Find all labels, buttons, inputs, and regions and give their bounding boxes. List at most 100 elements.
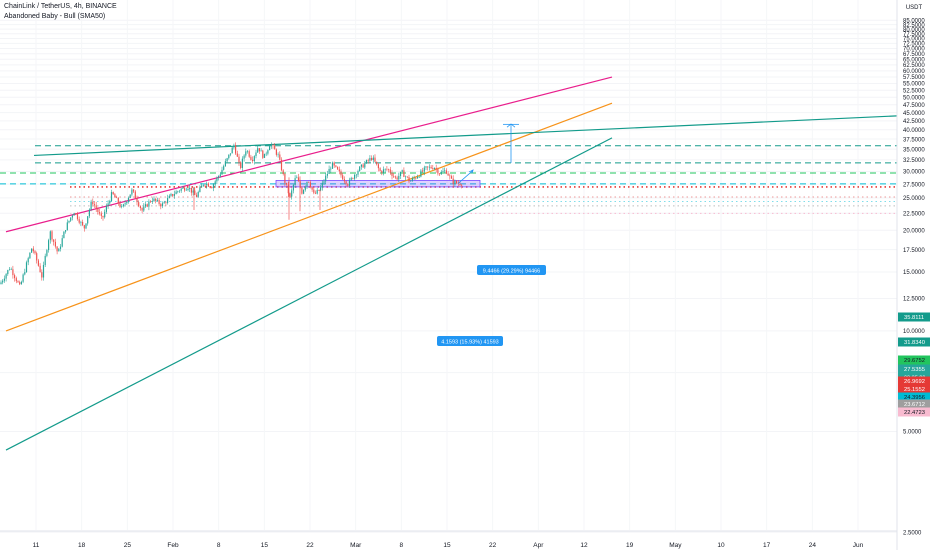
candle xyxy=(309,180,311,189)
candle xyxy=(371,155,373,161)
candle xyxy=(280,157,283,172)
candle xyxy=(221,166,223,175)
price-badge-label: 26.9692 xyxy=(904,379,925,385)
candle-body xyxy=(314,192,317,194)
candle xyxy=(262,149,264,159)
candle xyxy=(65,230,67,234)
candle xyxy=(241,156,243,172)
candle-body xyxy=(241,158,243,168)
price-badge[interactable]: 26.9692 xyxy=(898,376,930,386)
candle xyxy=(48,238,50,253)
candle-body xyxy=(246,151,249,152)
candle-body xyxy=(165,202,167,203)
time-axis[interactable]: 11 18 25 Feb 8 15 22 Mar 8 15 22 Apr 12 19 May 10 17 24 Ju… xyxy=(0,530,897,549)
candle xyxy=(202,184,204,187)
candle-body xyxy=(139,206,141,209)
candle xyxy=(175,189,177,195)
candle-body xyxy=(289,193,291,197)
candle-body xyxy=(238,156,240,163)
candle-body xyxy=(117,197,119,204)
candle-body xyxy=(5,274,7,279)
price-badge-bg xyxy=(898,376,930,386)
price-axis[interactable]: USDT2.50005.00007.500010.000012.500015.0… xyxy=(896,0,932,550)
candle-body xyxy=(248,151,250,157)
candle-body xyxy=(284,174,286,183)
candle-body xyxy=(51,231,53,240)
candle xyxy=(393,172,395,179)
time-tick-label: 22 xyxy=(306,542,314,549)
candle xyxy=(306,181,308,189)
candle-body xyxy=(318,189,320,191)
candle xyxy=(93,200,96,208)
candle-body xyxy=(272,144,274,146)
price-badge[interactable]: 23.6712 xyxy=(898,399,930,409)
candle xyxy=(359,165,361,172)
channel-lower xyxy=(5,137,613,451)
candle xyxy=(323,178,325,185)
candle xyxy=(313,186,315,195)
candle-body xyxy=(204,184,206,186)
candle-body xyxy=(294,178,296,185)
price-tick-label: 22.5000 xyxy=(903,211,925,217)
candle-body xyxy=(340,171,342,176)
candle xyxy=(325,172,327,184)
candle-body xyxy=(391,172,393,176)
candle xyxy=(255,149,257,159)
price-axis-bg xyxy=(897,0,932,550)
candle xyxy=(187,187,189,192)
candle-body xyxy=(59,246,62,249)
price-tick-label: 52.5000 xyxy=(903,88,925,94)
candle xyxy=(12,265,14,279)
candle-body xyxy=(279,154,281,160)
candle xyxy=(85,223,87,230)
candle-body xyxy=(287,184,289,194)
candle-body xyxy=(255,152,257,157)
candle-body xyxy=(365,160,368,164)
candle-body xyxy=(313,189,315,193)
candle xyxy=(36,251,38,264)
candle-body xyxy=(331,162,334,169)
candle xyxy=(182,185,184,190)
candle xyxy=(340,169,342,178)
candle xyxy=(374,154,376,163)
candle xyxy=(46,248,48,258)
candle-body xyxy=(304,186,306,190)
candle xyxy=(19,280,21,286)
price-badge[interactable]: 22.4723 xyxy=(898,407,930,417)
candle-body xyxy=(172,194,174,196)
time-tick-label: Jun xyxy=(853,542,864,549)
candle xyxy=(337,166,339,170)
candle xyxy=(258,148,260,155)
price-badge[interactable]: 35.8111 xyxy=(898,312,930,322)
candle xyxy=(311,186,313,192)
candle-body xyxy=(263,153,266,158)
candle-body xyxy=(41,272,43,278)
candle xyxy=(331,161,334,169)
price-badge[interactable]: 31.8340 xyxy=(898,337,930,347)
price-badge[interactable]: 25.1552 xyxy=(898,384,930,394)
candle-body xyxy=(32,248,34,252)
measure-1-line xyxy=(457,170,474,184)
candle-body xyxy=(87,216,89,224)
candle xyxy=(355,173,357,179)
price-badge-bg xyxy=(898,355,930,365)
candle xyxy=(29,252,31,260)
candle-body xyxy=(291,190,293,197)
candle xyxy=(192,187,194,196)
candle-body xyxy=(348,179,351,186)
price-badge[interactable]: 24.3956 xyxy=(898,392,930,402)
candle-body xyxy=(175,191,177,195)
candle-body xyxy=(345,181,347,185)
candle-body xyxy=(316,189,318,194)
price-badge[interactable]: 29.6752 xyxy=(898,355,930,365)
candle-body xyxy=(367,160,369,161)
candle-body xyxy=(34,251,36,254)
candle-body xyxy=(0,282,2,285)
trend-channels xyxy=(5,76,898,451)
candle-body xyxy=(439,173,441,175)
candle-body xyxy=(275,149,277,155)
indicator-label: Abandoned Baby - Bull (SMA50) xyxy=(4,13,106,20)
candle xyxy=(440,170,442,175)
candle-body xyxy=(44,255,46,265)
